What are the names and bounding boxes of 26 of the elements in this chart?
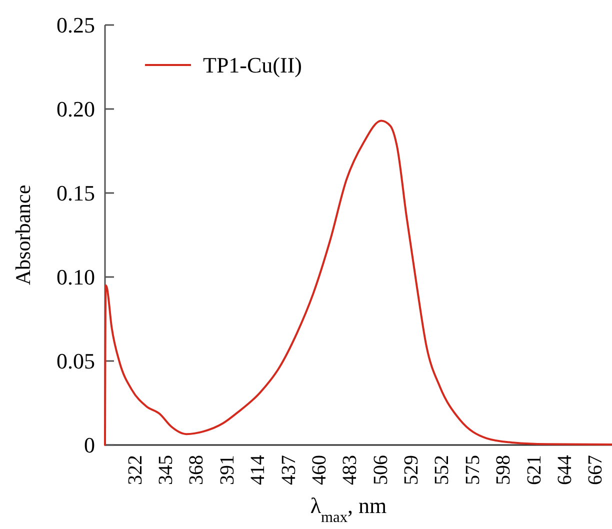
x-tick-label: 437 bbox=[278, 455, 300, 485]
y-tick-label: 0.20 bbox=[56, 96, 95, 122]
x-tick-label: 483 bbox=[339, 455, 362, 485]
x-tick-label: 644 bbox=[554, 455, 576, 485]
x-tick-label: 598 bbox=[492, 455, 515, 485]
x-tick-label: 368 bbox=[186, 455, 208, 485]
x-tick-label: 621 bbox=[523, 455, 546, 485]
y-tick-label: 0.15 bbox=[56, 180, 95, 206]
x-tick-label: 391 bbox=[216, 455, 238, 485]
legend-label: TP1-Cu(II) bbox=[203, 52, 302, 78]
y-tick-label: 0.05 bbox=[56, 348, 95, 374]
x-tick-label: 460 bbox=[308, 455, 330, 485]
x-axis-title: λ$_{max}$, nm bbox=[310, 493, 387, 526]
x-tick-label: 345 bbox=[155, 455, 178, 485]
y-tick-label: 0.10 bbox=[56, 264, 95, 290]
x-tick-label: 506 bbox=[370, 455, 392, 485]
y-axis-title: Absorbance bbox=[11, 184, 35, 286]
y-tick-label: 0 bbox=[84, 432, 95, 458]
y-tick-label: 0.25 bbox=[56, 12, 95, 38]
x-tick-label: 414 bbox=[247, 455, 270, 485]
x-tick-label: 667 bbox=[584, 455, 607, 485]
x-tick-label: 575 bbox=[462, 455, 484, 485]
x-tick-label: 322 bbox=[124, 455, 146, 485]
x-tick-label: 529 bbox=[400, 455, 423, 485]
x-tick-label: 552 bbox=[431, 455, 454, 485]
line-series bbox=[104, 120, 612, 446]
